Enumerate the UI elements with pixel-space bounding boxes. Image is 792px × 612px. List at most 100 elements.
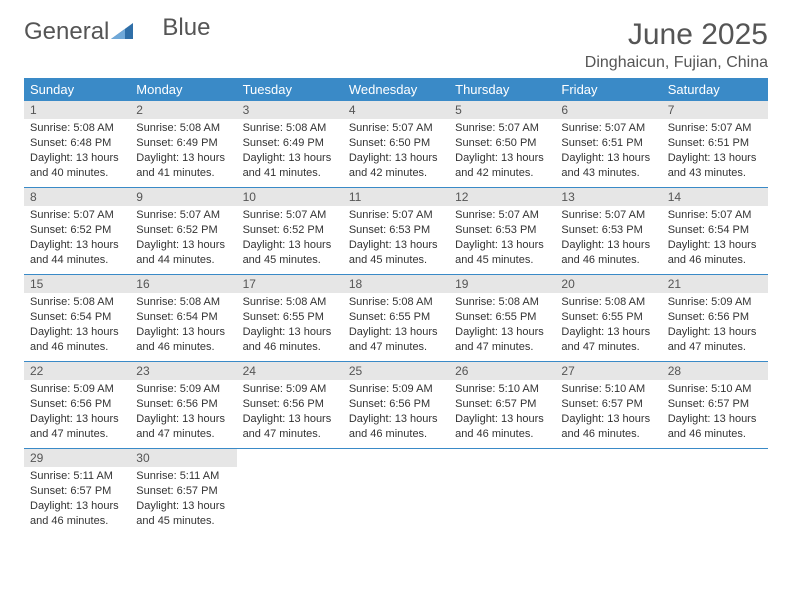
day-info: Sunrise: 5:10 AM Sunset: 6:57 PM Dayligh… [555, 380, 661, 445]
day-number: 17 [237, 275, 343, 293]
daylight-line-2: and 40 minutes. [30, 166, 124, 181]
day-cell: 28 Sunrise: 5:10 AM Sunset: 6:57 PM Dayl… [662, 362, 768, 448]
sunset-text: Sunset: 6:52 PM [243, 223, 337, 238]
daylight-line-2: and 44 minutes. [136, 253, 230, 268]
day-info: Sunrise: 5:07 AM Sunset: 6:52 PM Dayligh… [237, 206, 343, 271]
day-cell: 7 Sunrise: 5:07 AM Sunset: 6:51 PM Dayli… [662, 101, 768, 187]
sunrise-text: Sunrise: 5:08 AM [455, 295, 549, 310]
sunrise-text: Sunrise: 5:08 AM [30, 295, 124, 310]
day-number: 2 [130, 101, 236, 119]
day-cell: 1 Sunrise: 5:08 AM Sunset: 6:48 PM Dayli… [24, 101, 130, 187]
day-cell: 13 Sunrise: 5:07 AM Sunset: 6:53 PM Dayl… [555, 188, 661, 274]
day-number: 8 [24, 188, 130, 206]
daylight-line-1: Daylight: 13 hours [455, 412, 549, 427]
daylight-line-1: Daylight: 13 hours [136, 412, 230, 427]
daylight-line-2: and 45 minutes. [136, 514, 230, 529]
daylight-line-1: Daylight: 13 hours [30, 238, 124, 253]
sunset-text: Sunset: 6:54 PM [30, 310, 124, 325]
sunset-text: Sunset: 6:54 PM [668, 223, 762, 238]
sunrise-text: Sunrise: 5:07 AM [668, 121, 762, 136]
daylight-line-2: and 45 minutes. [243, 253, 337, 268]
sunrise-text: Sunrise: 5:08 AM [136, 121, 230, 136]
dayname-sunday: Sunday [24, 78, 130, 101]
daylight-line-1: Daylight: 13 hours [30, 325, 124, 340]
sunrise-text: Sunrise: 5:11 AM [136, 469, 230, 484]
daylight-line-1: Daylight: 13 hours [668, 151, 762, 166]
logo: General Blue [24, 18, 210, 46]
dayname-thursday: Thursday [449, 78, 555, 101]
daylight-line-2: and 47 minutes. [668, 340, 762, 355]
day-number: 27 [555, 362, 661, 380]
day-info: Sunrise: 5:08 AM Sunset: 6:54 PM Dayligh… [130, 293, 236, 358]
day-info: Sunrise: 5:07 AM Sunset: 6:53 PM Dayligh… [555, 206, 661, 271]
sunset-text: Sunset: 6:48 PM [30, 136, 124, 151]
daylight-line-1: Daylight: 13 hours [455, 151, 549, 166]
daylight-line-2: and 46 minutes. [243, 340, 337, 355]
day-cell: 17 Sunrise: 5:08 AM Sunset: 6:55 PM Dayl… [237, 275, 343, 361]
daylight-line-2: and 46 minutes. [668, 253, 762, 268]
day-info: Sunrise: 5:07 AM Sunset: 6:52 PM Dayligh… [24, 206, 130, 271]
daylight-line-2: and 47 minutes. [30, 427, 124, 442]
day-number: 10 [237, 188, 343, 206]
sunrise-text: Sunrise: 5:07 AM [136, 208, 230, 223]
day-number: 23 [130, 362, 236, 380]
day-info: Sunrise: 5:10 AM Sunset: 6:57 PM Dayligh… [449, 380, 555, 445]
daylight-line-2: and 46 minutes. [136, 340, 230, 355]
daylight-line-2: and 45 minutes. [455, 253, 549, 268]
daylight-line-1: Daylight: 13 hours [668, 238, 762, 253]
sunrise-text: Sunrise: 5:07 AM [243, 208, 337, 223]
sunset-text: Sunset: 6:56 PM [349, 397, 443, 412]
daylight-line-2: and 41 minutes. [243, 166, 337, 181]
dayname-wednesday: Wednesday [343, 78, 449, 101]
day-number: 9 [130, 188, 236, 206]
day-info: Sunrise: 5:08 AM Sunset: 6:55 PM Dayligh… [555, 293, 661, 358]
day-number: 30 [130, 449, 236, 467]
day-cell: 24 Sunrise: 5:09 AM Sunset: 6:56 PM Dayl… [237, 362, 343, 448]
day-number: 20 [555, 275, 661, 293]
day-info: Sunrise: 5:08 AM Sunset: 6:49 PM Dayligh… [237, 119, 343, 184]
sunset-text: Sunset: 6:56 PM [136, 397, 230, 412]
day-info: Sunrise: 5:07 AM Sunset: 6:50 PM Dayligh… [449, 119, 555, 184]
daylight-line-1: Daylight: 13 hours [243, 151, 337, 166]
dayname-monday: Monday [130, 78, 236, 101]
day-number: 22 [24, 362, 130, 380]
week-row: 22 Sunrise: 5:09 AM Sunset: 6:56 PM Dayl… [24, 362, 768, 449]
sunrise-text: Sunrise: 5:09 AM [668, 295, 762, 310]
daylight-line-1: Daylight: 13 hours [136, 238, 230, 253]
week-row: 29 Sunrise: 5:11 AM Sunset: 6:57 PM Dayl… [24, 449, 768, 535]
sunset-text: Sunset: 6:54 PM [136, 310, 230, 325]
sunrise-text: Sunrise: 5:09 AM [349, 382, 443, 397]
day-number: 16 [130, 275, 236, 293]
day-cell: 5 Sunrise: 5:07 AM Sunset: 6:50 PM Dayli… [449, 101, 555, 187]
week-row: 15 Sunrise: 5:08 AM Sunset: 6:54 PM Dayl… [24, 275, 768, 362]
daylight-line-2: and 47 minutes. [243, 427, 337, 442]
day-header-row: Sunday Monday Tuesday Wednesday Thursday… [24, 78, 768, 101]
logo-word-2: Blue [162, 14, 210, 42]
sunset-text: Sunset: 6:57 PM [561, 397, 655, 412]
day-cell: 2 Sunrise: 5:08 AM Sunset: 6:49 PM Dayli… [130, 101, 236, 187]
day-cell: 29 Sunrise: 5:11 AM Sunset: 6:57 PM Dayl… [24, 449, 130, 535]
daylight-line-1: Daylight: 13 hours [455, 325, 549, 340]
day-cell: 21 Sunrise: 5:09 AM Sunset: 6:56 PM Dayl… [662, 275, 768, 361]
day-cell: 12 Sunrise: 5:07 AM Sunset: 6:53 PM Dayl… [449, 188, 555, 274]
sunset-text: Sunset: 6:51 PM [668, 136, 762, 151]
sunrise-text: Sunrise: 5:08 AM [561, 295, 655, 310]
weeks-container: 1 Sunrise: 5:08 AM Sunset: 6:48 PM Dayli… [24, 101, 768, 535]
daylight-line-1: Daylight: 13 hours [243, 238, 337, 253]
sunset-text: Sunset: 6:57 PM [30, 484, 124, 499]
day-info: Sunrise: 5:08 AM Sunset: 6:49 PM Dayligh… [130, 119, 236, 184]
daylight-line-2: and 47 minutes. [349, 340, 443, 355]
daylight-line-2: and 44 minutes. [30, 253, 124, 268]
day-info: Sunrise: 5:07 AM Sunset: 6:52 PM Dayligh… [130, 206, 236, 271]
daylight-line-2: and 46 minutes. [668, 427, 762, 442]
day-number: 25 [343, 362, 449, 380]
sunset-text: Sunset: 6:51 PM [561, 136, 655, 151]
sunrise-text: Sunrise: 5:10 AM [668, 382, 762, 397]
daylight-line-1: Daylight: 13 hours [561, 151, 655, 166]
daylight-line-1: Daylight: 13 hours [243, 412, 337, 427]
day-number: 13 [555, 188, 661, 206]
header: General Blue June 2025 Dinghaicun, Fujia… [24, 18, 768, 72]
day-cell: 19 Sunrise: 5:08 AM Sunset: 6:55 PM Dayl… [449, 275, 555, 361]
daylight-line-2: and 41 minutes. [136, 166, 230, 181]
day-number: 11 [343, 188, 449, 206]
